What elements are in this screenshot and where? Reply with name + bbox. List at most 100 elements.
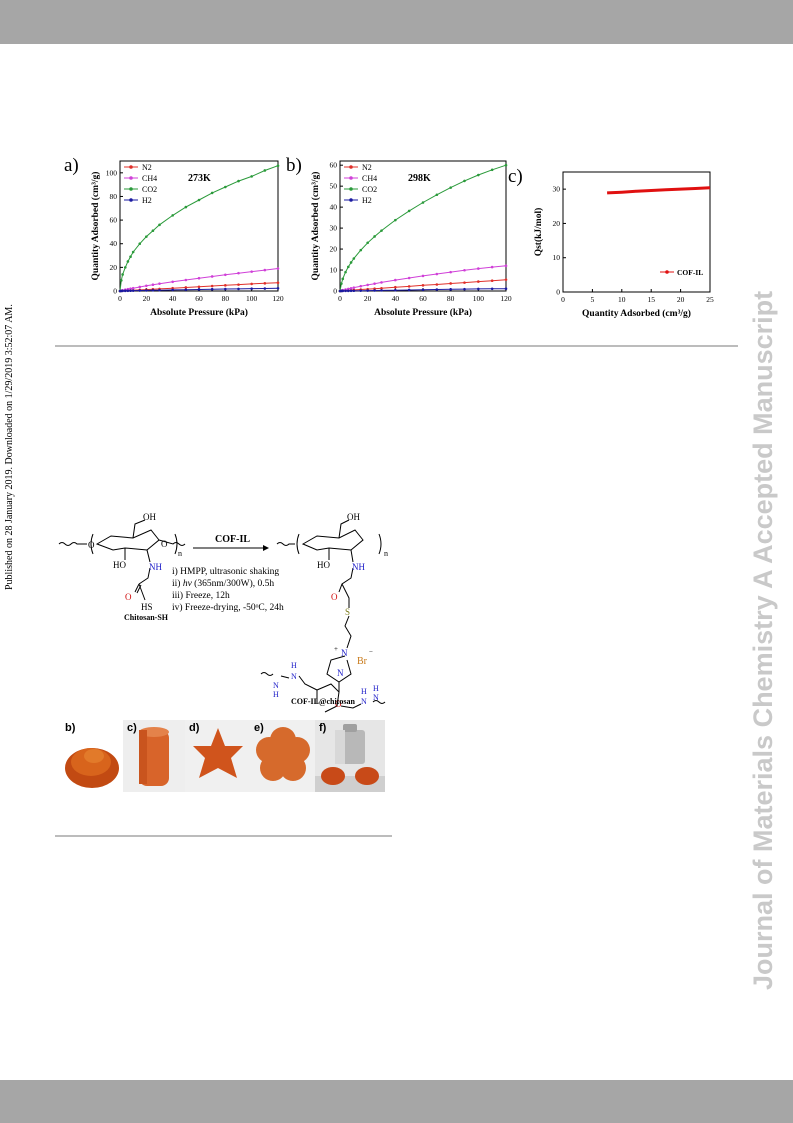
data-point — [349, 261, 353, 264]
hydrazide-h-3: H — [361, 687, 367, 696]
photo-flower-shape: e) — [250, 720, 315, 792]
data-point — [504, 163, 508, 167]
x-tick-label: 5 — [591, 295, 595, 304]
ho-label: HO — [113, 560, 126, 570]
series-co2: CO2 — [338, 163, 508, 293]
data-point — [421, 201, 425, 204]
hydrazide-n-3: N — [361, 697, 367, 706]
hydrazide-n-1: N — [291, 672, 297, 681]
data-point — [435, 288, 439, 291]
legend-marker — [129, 176, 133, 180]
x-tick-label: 20 — [143, 294, 151, 303]
y-tick-label: 50 — [330, 182, 338, 191]
data-point — [380, 229, 383, 232]
ring-oxygen-label-2: O — [161, 539, 168, 549]
data-point — [380, 281, 383, 284]
plot-frame — [562, 171, 711, 293]
data-point — [237, 287, 240, 291]
photo-weight-test: f) — [315, 720, 385, 792]
data-point — [463, 281, 466, 284]
data-point — [210, 284, 214, 288]
data-point — [171, 214, 174, 217]
data-point — [504, 264, 508, 268]
data-point — [352, 257, 356, 260]
x-tick-label: 80 — [447, 294, 455, 303]
step-2: ii) hν (365nm/300W), 0.5h — [172, 578, 274, 589]
y-axis-label: Quantity Adsorbed (cm³/g) — [310, 172, 321, 281]
x-tick-label: 15 — [647, 295, 655, 304]
x-tick-label: 0 — [338, 294, 342, 303]
data-point — [394, 285, 397, 289]
ring-oxygen-label: O — [88, 540, 95, 550]
legend-marker — [129, 198, 133, 202]
hydrazide-h-2: H — [273, 690, 279, 699]
data-point — [138, 285, 142, 289]
y-tick-label: 10 — [330, 266, 338, 275]
data-point — [129, 289, 132, 293]
hydrazide-h-4: H — [373, 684, 379, 693]
data-point — [237, 271, 240, 275]
data-point — [250, 287, 253, 290]
data-point — [184, 286, 188, 289]
data-point — [366, 241, 369, 245]
data-point — [504, 287, 508, 290]
y-tick-label: 10 — [553, 253, 561, 262]
data-point — [263, 268, 267, 272]
data-point — [145, 289, 148, 292]
data-point — [359, 284, 363, 288]
data-point — [366, 283, 369, 287]
chart-panel-a: a) 0 20 40 60 80 100 120 0 20 40 60 80 100 Absolute Pr… — [64, 155, 284, 318]
data-point — [263, 287, 267, 290]
data-point — [123, 289, 127, 293]
legend-label: H2 — [142, 196, 152, 205]
data-point — [449, 186, 452, 189]
data-point — [373, 287, 376, 290]
data-point — [158, 223, 161, 227]
data-point — [373, 289, 376, 292]
data-point — [184, 288, 188, 291]
legend-marker — [349, 176, 353, 180]
legend-marker — [349, 198, 353, 202]
page-footer-band — [0, 1080, 793, 1123]
data-point — [349, 286, 353, 290]
data-point — [347, 287, 350, 291]
x-tick-label: 60 — [419, 294, 427, 303]
y-tick-label: 80 — [110, 192, 118, 201]
data-point — [477, 287, 480, 291]
y-tick-label: 0 — [113, 287, 117, 296]
x-tick-label: 10 — [618, 295, 626, 304]
data-point — [126, 260, 130, 263]
step-1: i) HMPP, ultrasonic shaking — [172, 566, 279, 577]
legend-label: N2 — [362, 163, 372, 172]
data-point — [463, 179, 466, 183]
x-axis-label: Absolute Pressure (kPa) — [374, 307, 472, 318]
data-point — [276, 164, 280, 168]
data-point — [504, 278, 508, 281]
data-point — [131, 250, 135, 254]
data-point — [490, 287, 494, 291]
plus-charge: + — [334, 645, 338, 653]
figure-divider — [55, 345, 738, 347]
data-point — [250, 175, 253, 178]
data-point — [490, 168, 494, 172]
data-point — [359, 248, 363, 252]
x-axis-label: Absolute Pressure (kPa) — [150, 307, 248, 318]
data-point — [276, 281, 280, 285]
data-point — [352, 289, 356, 293]
data-point — [138, 289, 142, 292]
data-point — [158, 282, 161, 285]
data-point — [237, 283, 240, 286]
x-tick-label: 120 — [500, 294, 512, 303]
step-4: iv) Freeze-drying, -50ᵒC, 24h — [172, 602, 284, 613]
data-point — [421, 284, 425, 287]
x-tick-label: 80 — [222, 294, 230, 303]
data-point — [394, 278, 397, 282]
arrow-label: COF-IL — [215, 534, 250, 545]
y-tick-label: 20 — [110, 263, 118, 272]
data-point — [126, 289, 130, 293]
chart-title: 273K — [188, 173, 211, 184]
y-tick-label: 40 — [330, 203, 338, 212]
data-point — [463, 287, 466, 291]
product-carbonyl-o: O — [331, 592, 338, 602]
repeat-n-label: n — [178, 549, 182, 558]
